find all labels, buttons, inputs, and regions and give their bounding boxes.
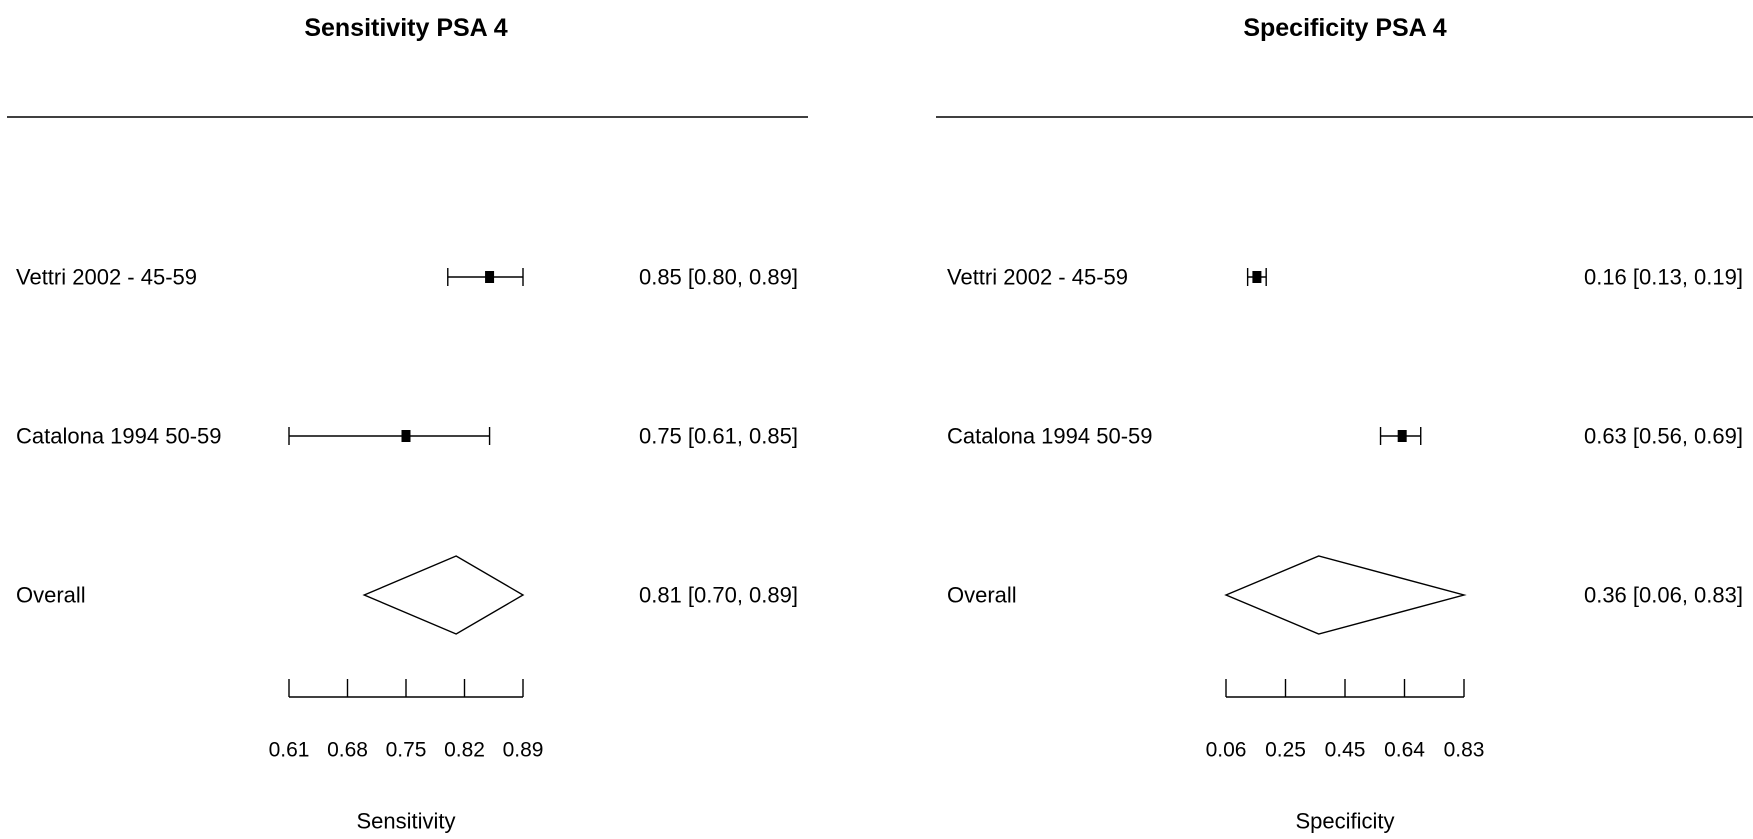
x-tick-label: 0.68 [327,739,368,762]
chart-title: Specificity PSA 4 [1243,14,1446,42]
point-estimate-marker [485,271,495,283]
overall-estimate-text: 0.36 [0.06, 0.83] [1584,583,1743,608]
x-tick-label: 0.75 [386,739,427,762]
study-label: Vettri 2002 - 45-59 [16,265,197,290]
x-axis-title: Specificity [1295,809,1394,834]
x-tick-label: 0.25 [1265,739,1306,762]
chart-title: Sensitivity PSA 4 [304,14,507,42]
study-estimate-text: 0.16 [0.13, 0.19] [1584,265,1743,290]
study-estimate-text: 0.75 [0.61, 0.85] [639,424,798,449]
study-estimate-text: 0.85 [0.80, 0.89] [639,265,798,290]
overall-label: Overall [16,583,86,608]
overall-diamond [1224,555,1467,635]
x-tick-label: 0.64 [1384,739,1425,762]
overall-estimate-text: 0.81 [0.70, 0.89] [639,583,798,608]
study-estimate-text: 0.63 [0.56, 0.69] [1584,424,1743,449]
overall-diamond [362,555,525,635]
point-estimate-marker [1252,271,1262,283]
forest-panel-specificity: Specificity PSA 4 Vettri 2002 - 45-59 0.16… [936,14,1753,834]
study-label: Catalona 1994 50-59 [947,424,1153,449]
x-tick-label: 0.45 [1325,739,1366,762]
x-tick-label: 0.06 [1206,739,1247,762]
point-estimate-marker [401,430,411,442]
x-tick-label: 0.89 [503,739,544,762]
study-label: Vettri 2002 - 45-59 [947,265,1128,290]
x-tick-label: 0.82 [444,739,485,762]
forest-panel-sensitivity: Sensitivity PSA 4 Vettri 2002 - 45-59 0.85… [7,14,808,834]
study-label: Catalona 1994 50-59 [16,424,222,449]
x-tick-label: 0.61 [269,739,310,762]
x-tick-label: 0.83 [1444,739,1485,762]
x-axis-title: Sensitivity [356,809,455,834]
point-estimate-marker [1397,430,1407,442]
overall-label: Overall [947,583,1017,608]
